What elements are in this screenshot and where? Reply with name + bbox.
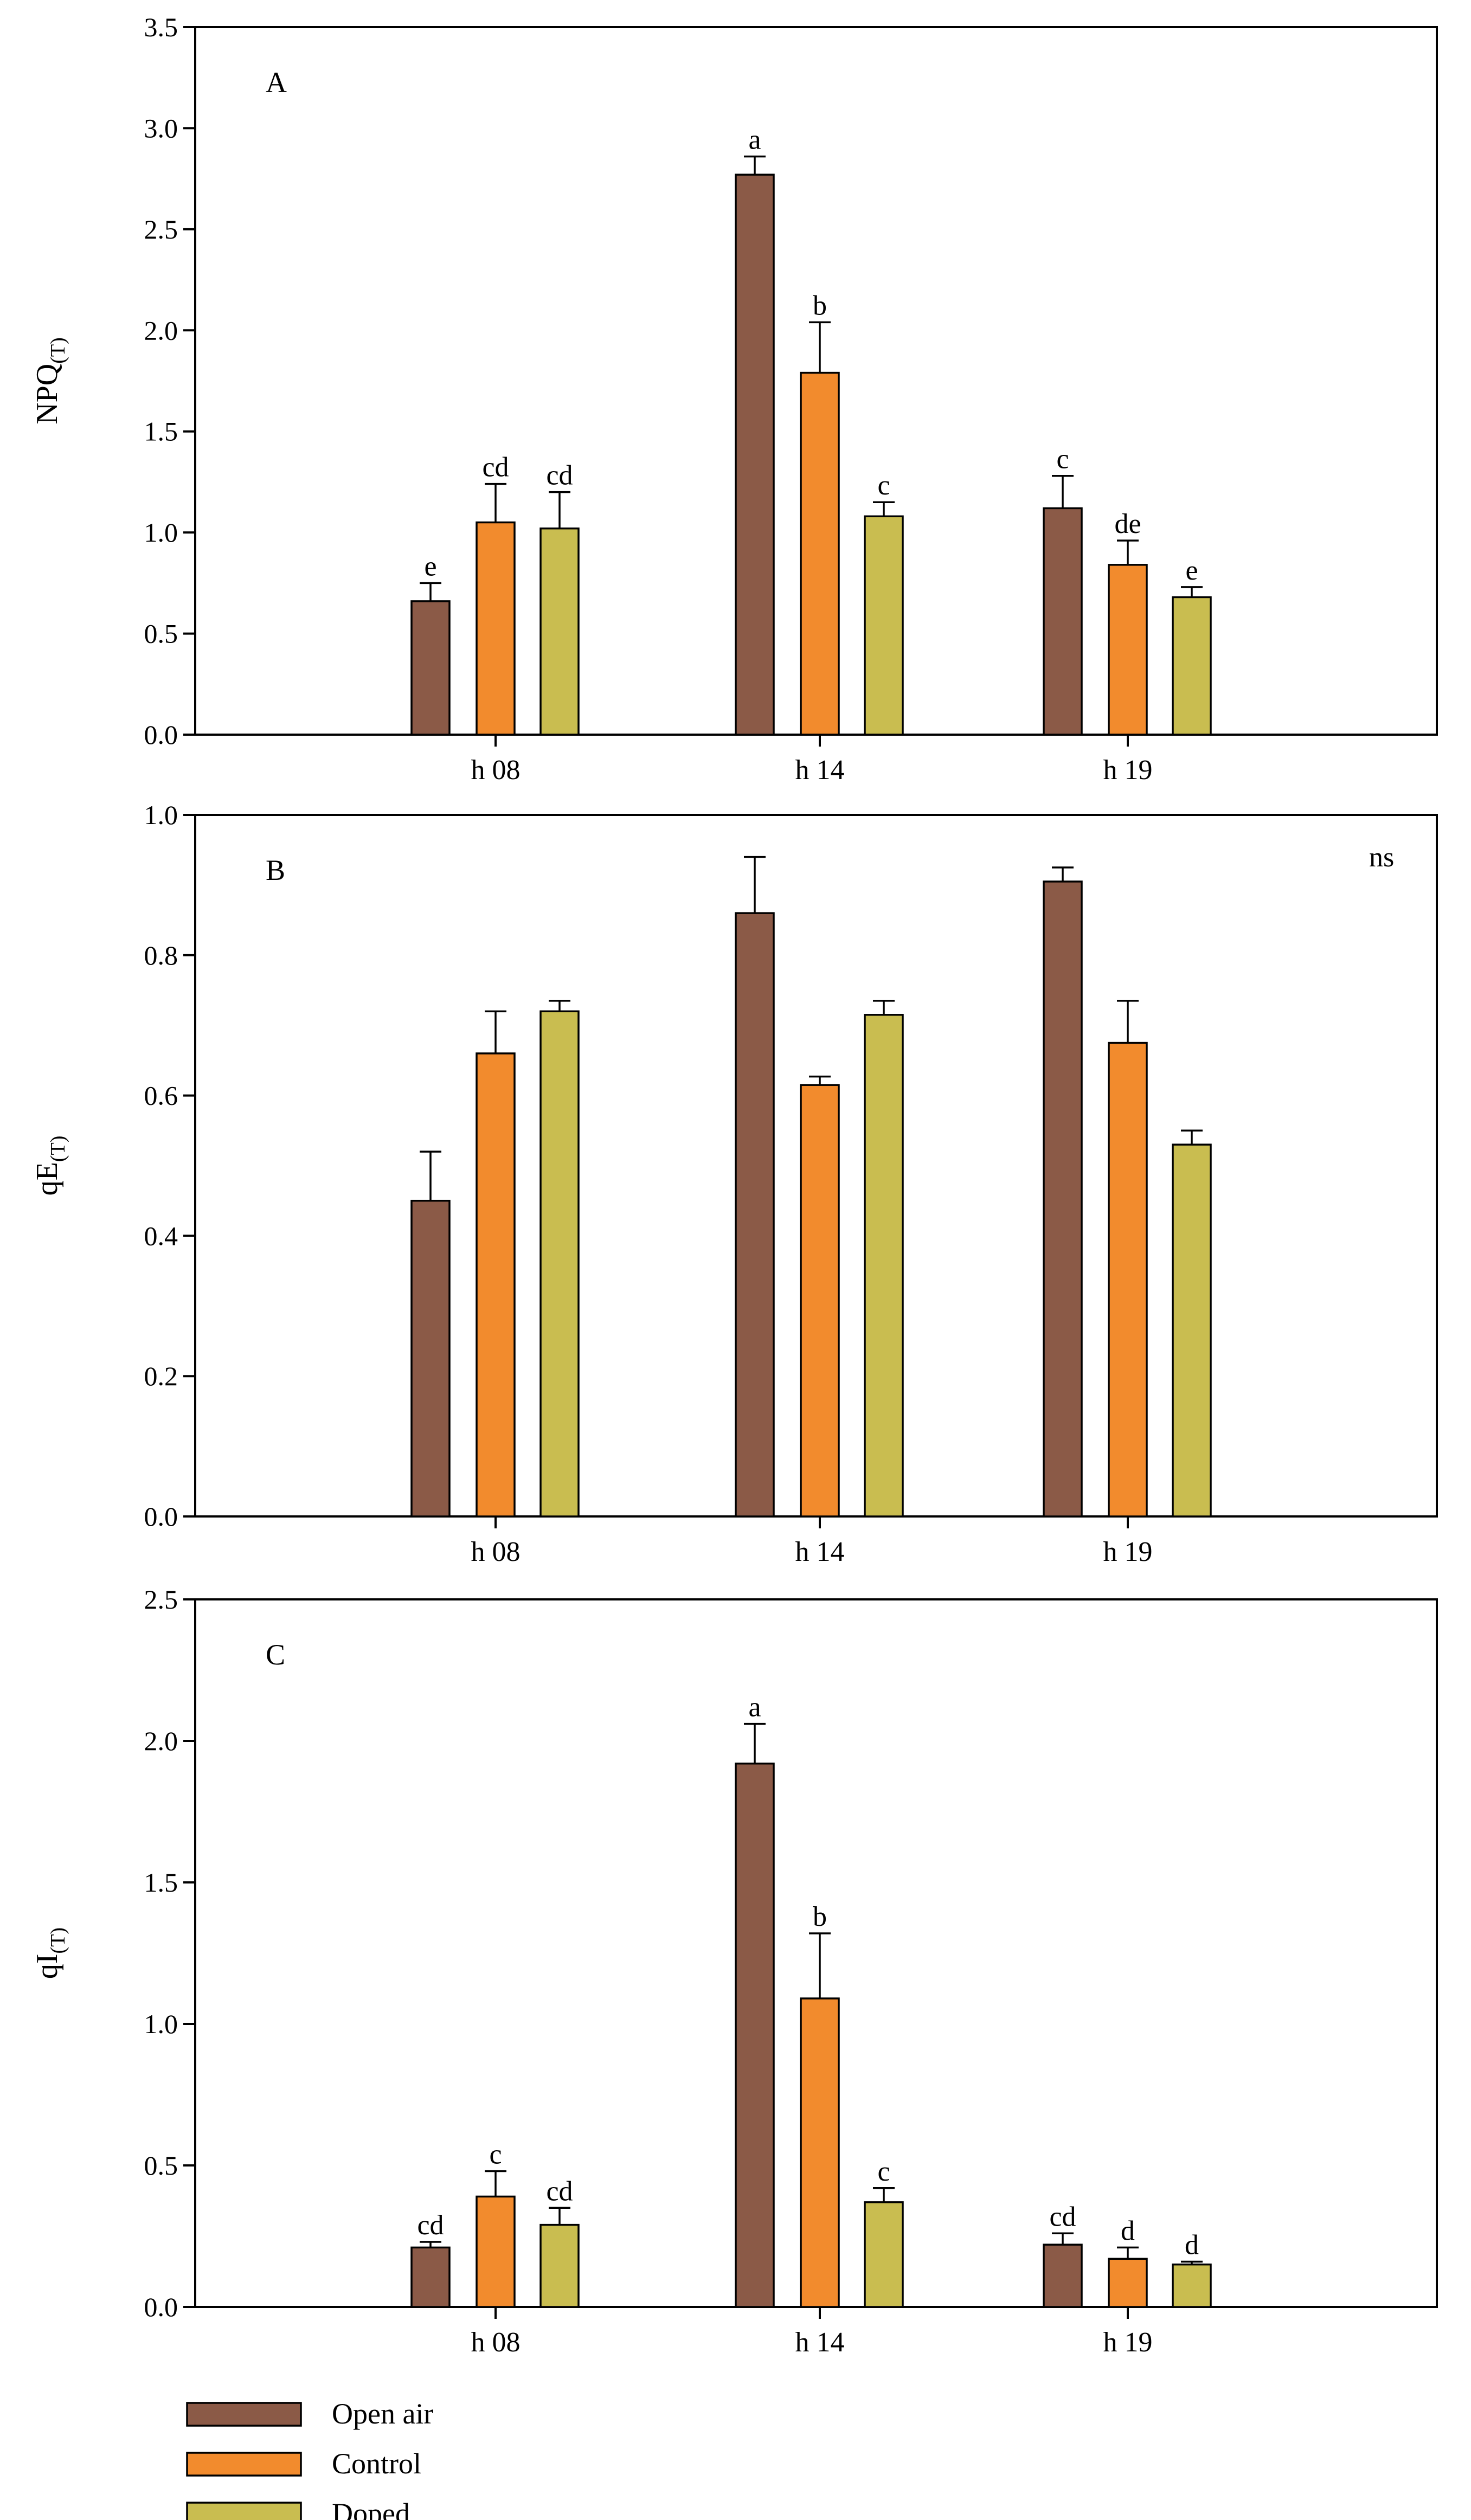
bar-open-air (735, 912, 775, 1518)
bar-open-air (410, 2246, 451, 2308)
legend-label: Open air (332, 2397, 433, 2430)
x-tick-label: h 14 (795, 1537, 845, 1567)
bar-doped (1172, 2263, 1212, 2308)
legend-label: Doped (332, 2497, 410, 2520)
bar-control (476, 521, 516, 736)
y-axis-label: qI(T) (30, 1927, 69, 1979)
significance-letter: cd (482, 452, 509, 483)
significance-letter: cd (546, 460, 573, 491)
significance-letter: c (877, 2156, 890, 2187)
bar-open-air (1043, 507, 1083, 736)
bar-doped (539, 2223, 580, 2308)
bar-open-air (1043, 2243, 1083, 2308)
significance-annotation: ns (1369, 842, 1394, 873)
x-tick-label: h 14 (795, 2327, 845, 2358)
x-tick-label: h 19 (1103, 1537, 1153, 1567)
y-tick-label: 1.0 (144, 517, 178, 548)
significance-letter: c (1056, 444, 1069, 475)
y-tick-label: 3.5 (144, 12, 178, 42)
y-tick-label: 1.5 (144, 416, 178, 447)
significance-letter: de (1114, 509, 1141, 539)
panel-label: B (266, 854, 285, 886)
bar-control (1108, 564, 1148, 736)
panel-C: 0.00.51.01.52.02.5h 08 h 14 h 19qI(T)Ccdac… (30, 1584, 1438, 2358)
significance-letter: e (1185, 555, 1198, 586)
y-tick-label: 2.0 (144, 315, 178, 345)
y-tick-label: 2.5 (144, 214, 178, 245)
x-tick-label: h 19 (1103, 2327, 1153, 2358)
x-tick-label: h 19 (1103, 755, 1153, 786)
bar-open-air (1043, 880, 1083, 1518)
y-tick-label: 0.0 (144, 2292, 178, 2322)
legend: Open air Control Doped (186, 2397, 433, 2520)
significance-letter: cd (1049, 2201, 1076, 2232)
bar-control (800, 1997, 840, 2308)
panels: 0.0 0.5 1.0 1.5 2.0 2.5 3.0 3.5 h 08 h 14 h 19 NPQ(… (30, 12, 1438, 2358)
bar-doped (539, 527, 580, 736)
x-tick-label: h 14 (795, 755, 845, 786)
panel-label: C (266, 1638, 285, 1671)
y-tick-label: 0.6 (144, 1081, 178, 1111)
significance-letter: d (1121, 2215, 1135, 2246)
bar-open-air (410, 600, 451, 736)
bar-open-air (735, 173, 775, 736)
y-tick-label: 3.0 (144, 113, 178, 143)
bar-open-air (410, 1199, 451, 1518)
significance-letter: c (489, 2139, 502, 2170)
bar-control (476, 2195, 516, 2308)
bar-control (1108, 2258, 1148, 2308)
panel-A: 0.0 0.5 1.0 1.5 2.0 2.5 3.0 3.5 h 08 h 14 h 19 NPQ(… (30, 12, 1438, 786)
y-axis-label: qE(T) (30, 1136, 69, 1196)
y-tick-label: 0.8 (144, 940, 178, 970)
significance-letter: b (813, 290, 827, 321)
y-axis-label: NPQ(T) (30, 337, 69, 425)
significance-letter: b (813, 1901, 827, 1932)
significance-letter: a (748, 125, 761, 156)
y-tick-label: 0.0 (144, 719, 178, 750)
y-tick-label: 1.0 (144, 800, 178, 830)
significance-letter: cd (417, 2210, 444, 2241)
y-tick-label: 1.5 (144, 1867, 178, 1898)
y-tick-label: 0.0 (144, 1501, 178, 1532)
x-tick-label: h 08 (471, 2327, 521, 2358)
y-tick-label: 2.0 (144, 1726, 178, 1756)
legend-swatch (186, 2502, 302, 2520)
bar-doped (1172, 1143, 1212, 1518)
legend-swatch (186, 2452, 302, 2477)
bar-control (476, 1052, 516, 1518)
y-tick-label: 0.5 (144, 619, 178, 649)
significance-letter: c (877, 470, 890, 501)
significance-letter: e (424, 551, 436, 582)
bar-open-air (735, 1763, 775, 2308)
panel-label: A (266, 66, 287, 99)
bar-doped (539, 1010, 580, 1518)
legend-label: Control (332, 2447, 421, 2480)
significance-letter: cd (546, 2176, 573, 2207)
y-tick-label: 2.5 (144, 1584, 178, 1615)
y-tick-label: 0.4 (144, 1220, 178, 1251)
x-tick-label: h 08 (471, 755, 521, 786)
y-tick-label: 0.2 (144, 1361, 178, 1391)
legend-swatch (186, 2402, 302, 2427)
bar-doped (1172, 596, 1212, 736)
bar-doped (864, 515, 904, 736)
y-tick-label: 1.0 (144, 2009, 178, 2039)
x-tick-label: h 08 (471, 1537, 521, 1567)
y-tick-label: 0.5 (144, 2150, 178, 2181)
panel-B: 0.0 0.2 0.4 0.6 0.8 1.0 h 08 h 14 h 19 qE(T) B ns (30, 800, 1438, 1567)
bar-doped (864, 1014, 904, 1518)
bar-control (800, 1084, 840, 1518)
bar-doped (864, 2201, 904, 2308)
significance-letter: a (748, 1692, 761, 1723)
significance-letter: d (1185, 2229, 1199, 2260)
bar-control (1108, 1042, 1148, 1518)
bar-control (800, 371, 840, 736)
